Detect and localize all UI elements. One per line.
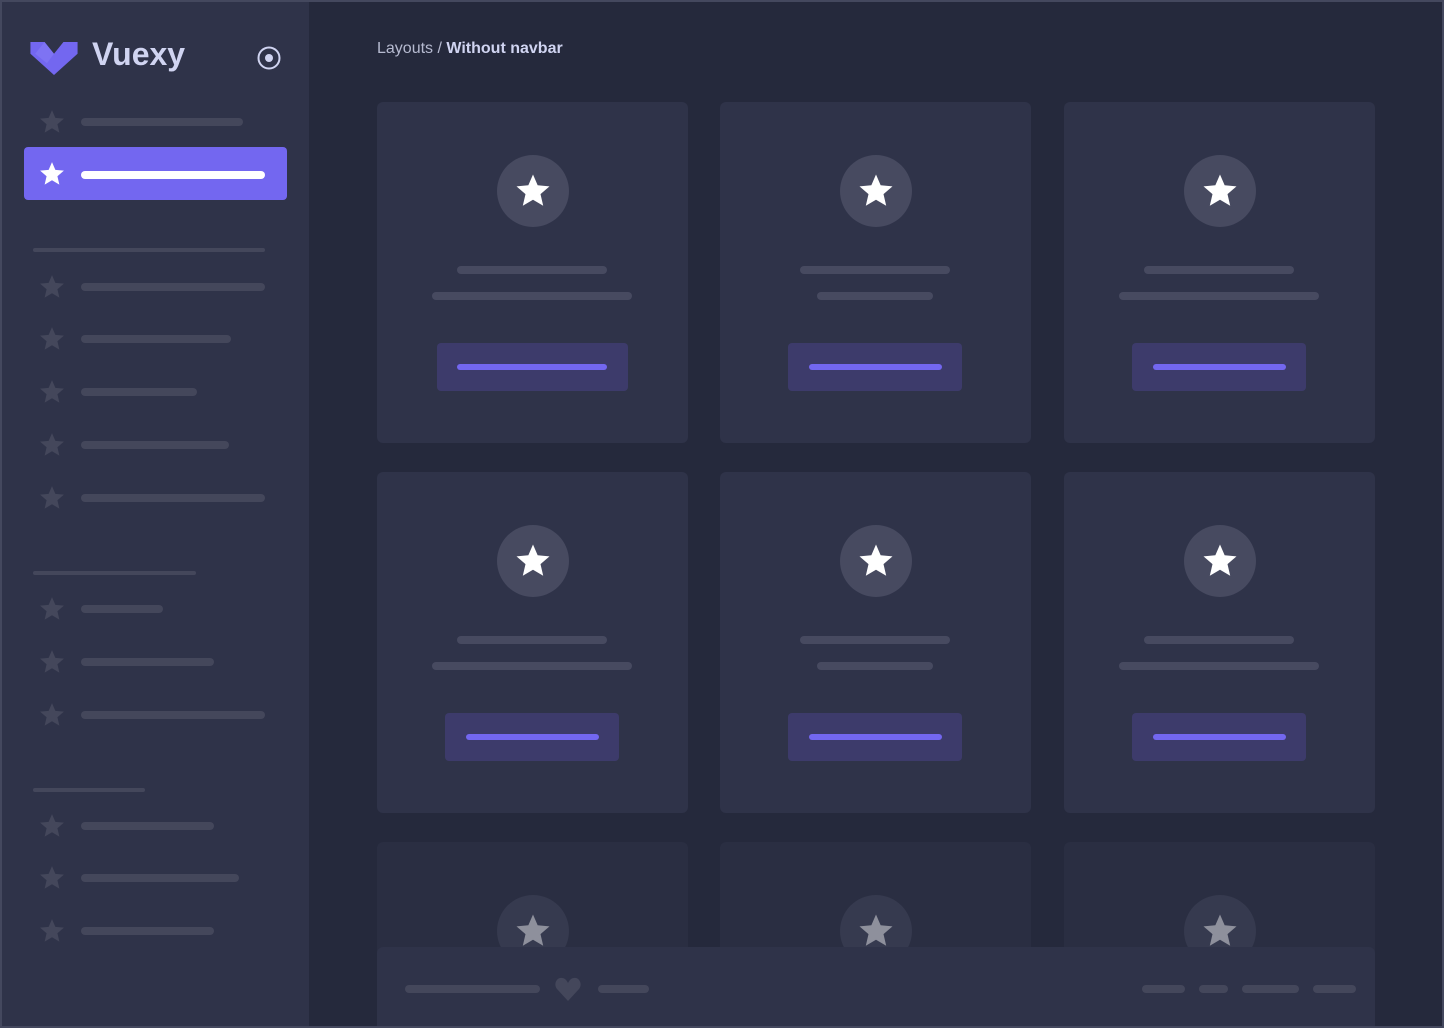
- footer-link[interactable]: [1313, 985, 1356, 993]
- vuexy-logo-icon: [30, 42, 78, 75]
- card-title-placeholder: [800, 266, 950, 274]
- sidebar-item-label-placeholder: [81, 494, 265, 502]
- sidebar-item[interactable]: [24, 640, 287, 684]
- card-icon-circle: [497, 525, 569, 597]
- sidebar-item[interactable]: [24, 804, 287, 848]
- sidebar: Vuexy: [2, 2, 309, 1026]
- star-icon: [40, 327, 64, 350]
- sidebar-item-label-placeholder: [81, 283, 265, 291]
- card-button[interactable]: [436, 343, 628, 391]
- footer-text-placeholder: [598, 985, 649, 993]
- card: [1064, 102, 1375, 443]
- card-title-placeholder: [457, 266, 607, 274]
- card-icon-circle: [840, 525, 912, 597]
- sidebar-item-label-placeholder: [81, 874, 239, 882]
- footer-link[interactable]: [1199, 985, 1228, 993]
- sidebar-item[interactable]: [24, 317, 287, 361]
- sidebar-item[interactable]: [24, 856, 287, 900]
- star-icon: [40, 275, 64, 298]
- sidebar-item[interactable]: [24, 265, 287, 309]
- card-title-placeholder: [800, 636, 950, 644]
- heart-icon: [555, 977, 581, 1001]
- star-icon: [40, 866, 64, 889]
- star-icon: [859, 174, 893, 206]
- star-icon: [40, 814, 64, 837]
- card-button[interactable]: [788, 343, 962, 391]
- card: [377, 102, 688, 443]
- sidebar-item[interactable]: [24, 587, 287, 631]
- card-title-placeholder: [1144, 266, 1294, 274]
- card-button[interactable]: [1132, 343, 1306, 391]
- card: [1064, 472, 1375, 813]
- sidebar-item-label-placeholder: [81, 711, 265, 719]
- sidebar-item-label-placeholder: [81, 335, 231, 343]
- card: [720, 102, 1031, 443]
- card-icon-circle: [1184, 155, 1256, 227]
- card-text-placeholder: [432, 292, 632, 300]
- footer-link[interactable]: [1142, 985, 1185, 993]
- sidebar-item-label-placeholder: [81, 822, 214, 830]
- sidebar-item[interactable]: [24, 100, 287, 144]
- star-icon: [40, 650, 64, 673]
- breadcrumb-current: Without navbar: [446, 40, 563, 57]
- sidebar-item-label-placeholder: [81, 605, 163, 613]
- sidebar-item-label-placeholder: [81, 171, 265, 179]
- card-button[interactable]: [788, 713, 962, 761]
- breadcrumb-separator: /: [433, 40, 447, 57]
- sidebar-section-divider: [33, 571, 196, 575]
- sidebar-item-label-placeholder: [81, 118, 243, 126]
- card-text-placeholder: [432, 662, 632, 670]
- star-icon: [1203, 174, 1237, 206]
- sidebar-section-divider: [33, 248, 265, 252]
- sidebar-item-active[interactable]: [24, 147, 287, 200]
- sidebar-item-label-placeholder: [81, 388, 197, 396]
- star-icon: [40, 597, 64, 620]
- card-button[interactable]: [1132, 713, 1306, 761]
- star-icon: [1203, 914, 1237, 946]
- sidebar-item-label-placeholder: [81, 658, 214, 666]
- sidebar-section-divider: [33, 788, 145, 792]
- sidebar-item[interactable]: [24, 909, 287, 953]
- footer-text-placeholder: [405, 985, 540, 993]
- sidebar-item[interactable]: [24, 476, 287, 520]
- footer: [377, 947, 1375, 1026]
- star-icon: [40, 486, 64, 509]
- star-icon: [40, 919, 64, 942]
- card-button[interactable]: [445, 713, 619, 761]
- sidebar-item-label-placeholder: [81, 927, 214, 935]
- card: [377, 472, 688, 813]
- star-icon: [40, 110, 64, 133]
- card-text-placeholder: [817, 292, 933, 300]
- star-icon: [40, 703, 64, 726]
- card-icon-circle: [840, 155, 912, 227]
- sidebar-item[interactable]: [24, 423, 287, 467]
- card-text-placeholder: [1119, 662, 1319, 670]
- breadcrumb-parent[interactable]: Layouts: [377, 40, 434, 57]
- card-title-placeholder: [457, 636, 607, 644]
- star-icon: [859, 544, 893, 576]
- star-icon: [1203, 544, 1237, 576]
- star-icon: [859, 914, 893, 946]
- star-icon: [40, 162, 64, 185]
- radio-circle-icon[interactable]: [256, 45, 282, 71]
- star-icon: [516, 544, 550, 576]
- card-title-placeholder: [1144, 636, 1294, 644]
- sidebar-item[interactable]: [24, 693, 287, 737]
- sidebar-item-label-placeholder: [81, 441, 229, 449]
- breadcrumb: Layouts / Without navbar: [377, 40, 563, 58]
- card-text-placeholder: [817, 662, 933, 670]
- star-icon: [516, 914, 550, 946]
- card-icon-circle: [1184, 525, 1256, 597]
- card-icon-circle: [497, 155, 569, 227]
- footer-link[interactable]: [1242, 985, 1299, 993]
- star-icon: [516, 174, 550, 206]
- card: [720, 472, 1031, 813]
- sidebar-item[interactable]: [24, 370, 287, 414]
- card-text-placeholder: [1119, 292, 1319, 300]
- star-icon: [40, 433, 64, 456]
- star-icon: [40, 380, 64, 403]
- brand-name: Vuexy: [92, 36, 186, 72]
